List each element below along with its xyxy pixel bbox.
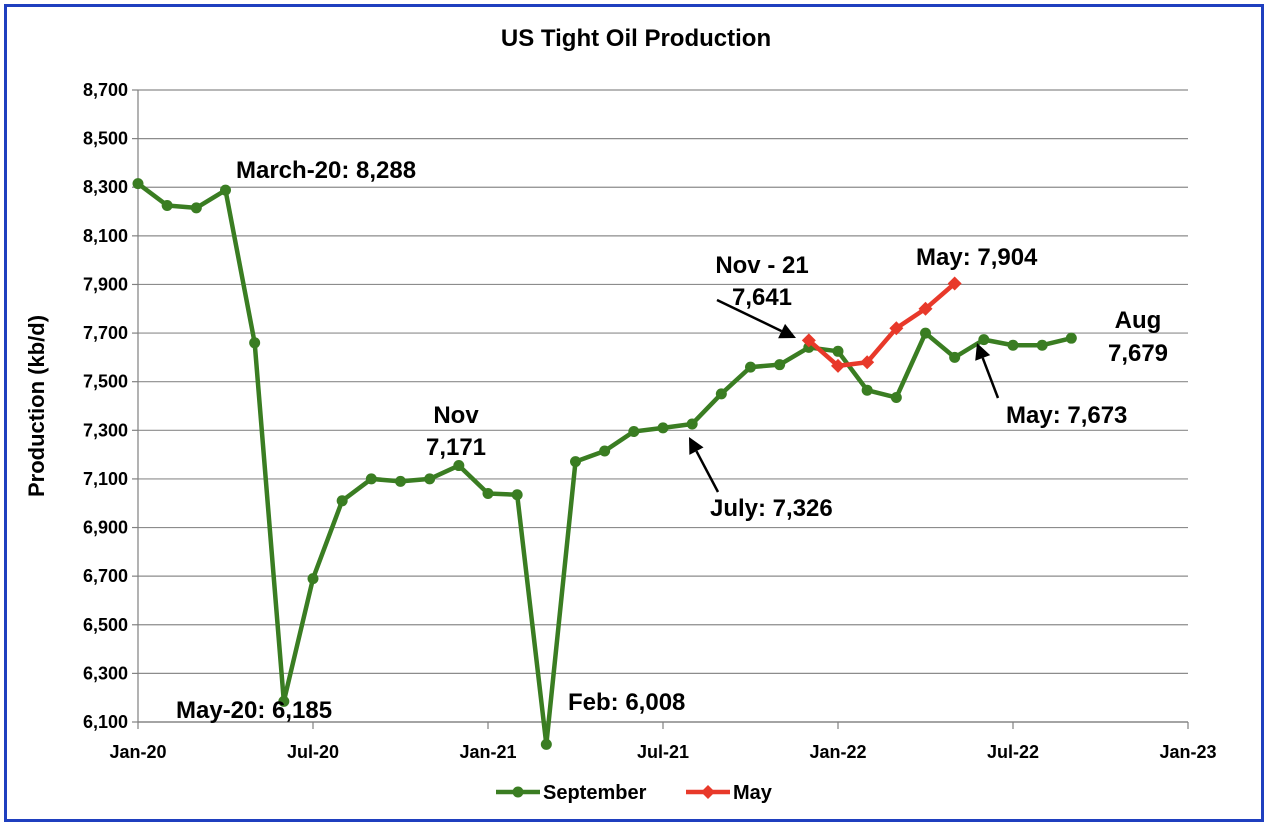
legend-marker <box>701 785 715 799</box>
arrow-head <box>778 323 796 339</box>
data-point <box>774 359 786 371</box>
legend-label: September <box>543 782 647 804</box>
annotation-text: 7,171 <box>426 434 486 461</box>
data-point <box>190 202 202 214</box>
legend-label: May <box>733 782 773 804</box>
y-tick-label: 8,500 <box>83 129 128 149</box>
x-axis: Jan-20 Jul-20 Jan-21 Jul-21 Jan-22 Jul-22 Jan-… <box>109 721 1217 762</box>
data-point <box>132 178 144 190</box>
legend-item-may: May <box>686 782 773 804</box>
data-point <box>511 489 523 501</box>
annotations: March-20: 8,288 May-20: 6,185 Nov 7,171 Feb:… <box>176 157 1168 724</box>
data-point <box>220 184 231 196</box>
y-tick-label: 7,900 <box>83 274 128 294</box>
data-point <box>249 337 261 349</box>
series-line <box>807 281 957 369</box>
data-point <box>570 456 581 468</box>
x-tick-label: Jan-22 <box>809 742 866 762</box>
y-tick-label: 8,100 <box>83 226 128 246</box>
data-point <box>424 473 436 485</box>
annotation-arrow <box>689 437 720 493</box>
annotation-text: 7,679 <box>1108 340 1168 367</box>
data-point <box>307 573 319 585</box>
y-tick-label: 6,100 <box>83 712 128 732</box>
x-tick-label: Jan-21 <box>459 742 516 762</box>
arrow-head <box>975 343 991 361</box>
x-tick-label: Jul-21 <box>637 742 689 762</box>
annotation-text: Nov <box>433 402 479 429</box>
data-point <box>365 473 377 485</box>
data-point <box>453 460 465 472</box>
y-tick-label: 6,300 <box>83 663 128 683</box>
y-tick-label: 6,900 <box>83 518 128 538</box>
annotation-text: Aug <box>1115 307 1162 334</box>
annotation-text: May-20: 6,185 <box>176 697 332 724</box>
data-point <box>920 327 931 339</box>
data-point <box>482 488 494 500</box>
data-point <box>628 426 640 438</box>
x-tick-label: Jan-23 <box>1159 742 1216 762</box>
data-point <box>801 333 816 348</box>
data-point <box>1065 332 1077 344</box>
y-axis-label: Production (kb/d) <box>24 315 49 497</box>
series-may <box>801 276 962 373</box>
data-point <box>1036 339 1048 351</box>
x-tick-label: Jul-20 <box>287 742 339 762</box>
x-tick-label: Jul-22 <box>987 742 1039 762</box>
data-point <box>860 355 875 370</box>
data-point <box>599 445 611 457</box>
data-point <box>832 345 844 357</box>
annotation-text: May: 7,904 <box>916 244 1038 271</box>
y-tick-label: 7,700 <box>83 323 128 343</box>
y-tick-label: 7,300 <box>83 420 128 440</box>
y-axis: 6,100 6,300 6,500 6,700 6,900 7,100 7,300 7,500… <box>83 80 139 732</box>
annotation-arrow <box>716 298 796 339</box>
data-point <box>336 495 348 507</box>
data-point <box>278 695 290 707</box>
y-tick-label: 6,500 <box>83 615 128 635</box>
data-point <box>715 388 727 400</box>
annotation-text: March-20: 8,288 <box>236 157 416 184</box>
series-group <box>132 178 1077 750</box>
data-point <box>978 334 990 346</box>
annotation-text: Nov - 21 <box>715 252 808 279</box>
data-point <box>861 384 873 396</box>
y-tick-label: 8,700 <box>83 80 128 100</box>
data-point <box>745 361 756 373</box>
annotation-text: 7,641 <box>732 284 792 311</box>
y-tick-label: 7,100 <box>83 469 128 489</box>
legend: September May <box>496 782 773 804</box>
legend-marker <box>512 786 524 798</box>
data-point <box>686 418 698 430</box>
data-point <box>831 358 845 373</box>
data-point <box>947 276 962 291</box>
data-point <box>918 301 933 316</box>
data-point <box>1007 339 1019 351</box>
arrow-shaft <box>695 450 720 493</box>
y-tick-label: 6,700 <box>83 566 128 586</box>
x-tick-label: Jan-20 <box>109 742 166 762</box>
legend-item-september: September <box>496 782 647 804</box>
annotation-text: July: 7,326 <box>710 495 833 522</box>
annotation-arrow <box>975 343 1000 399</box>
series-september <box>132 178 1077 750</box>
data-point <box>889 321 904 336</box>
data-point <box>161 199 173 211</box>
arrow-head <box>689 437 704 455</box>
y-tick-label: 7,500 <box>83 372 128 392</box>
chart-title: US Tight Oil Production <box>501 25 771 52</box>
data-point <box>949 351 961 363</box>
arrow-shaft <box>716 298 783 333</box>
data-point <box>657 422 669 434</box>
annotation-text: May: 7,673 <box>1006 402 1127 429</box>
data-point <box>890 391 902 403</box>
arrow-shaft <box>981 357 1000 399</box>
data-point <box>395 475 406 487</box>
data-point <box>540 738 552 750</box>
chart-frame <box>4 4 1264 822</box>
y-tick-label: 8,300 <box>83 177 128 197</box>
annotation-text: Feb: 6,008 <box>568 689 685 716</box>
